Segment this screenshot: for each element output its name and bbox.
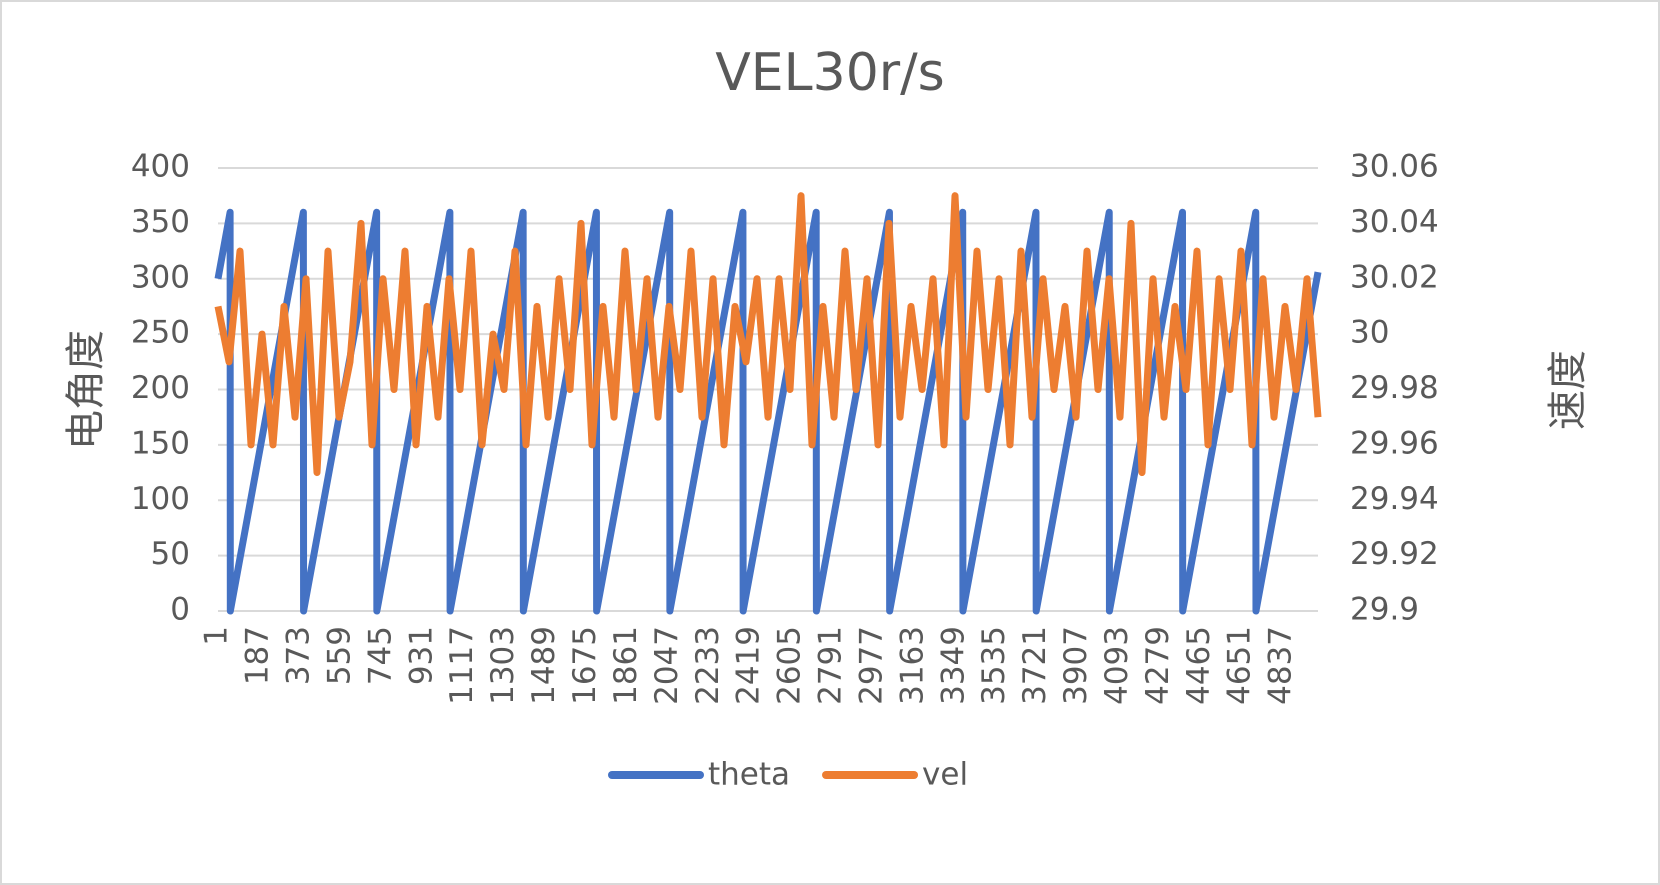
x-tick-label: 2419	[731, 626, 767, 705]
x-tick-label: 1489	[526, 626, 562, 705]
x-tick-label: 745	[362, 626, 398, 685]
x-tick-label: 3907	[1058, 626, 1094, 705]
y-tick-label: 200	[131, 370, 190, 406]
x-tick-label: 559	[321, 626, 357, 685]
x-tick-label: 187	[240, 626, 276, 685]
y-tick-label: 100	[131, 481, 190, 517]
y2-tick-label: 30.02	[1350, 259, 1439, 295]
y2-tick-label: 29.9	[1350, 592, 1419, 628]
x-tick-label: 4465	[1181, 626, 1217, 705]
y-axis-title: 电角度	[63, 330, 109, 450]
chart-title: VEL30r/s	[715, 43, 945, 103]
x-tick-label: 1675	[567, 626, 603, 705]
x-tick-label: 2047	[649, 626, 685, 705]
y2-tick-label: 30	[1350, 315, 1389, 351]
y-tick-label: 150	[131, 425, 190, 461]
x-tick-label: 4651	[1222, 626, 1258, 705]
x-tick-label: 1117	[444, 626, 480, 705]
y2-tick-label: 29.94	[1350, 481, 1439, 517]
y2-tick-label: 29.96	[1350, 425, 1439, 461]
x-tick-label: 2233	[690, 626, 726, 705]
x-tick-label: 3163	[894, 626, 930, 705]
x-tick-label: 1303	[485, 626, 521, 705]
legend-label: theta	[708, 757, 790, 793]
x-tick-label: 373	[281, 626, 317, 685]
x-tick-label: 2605	[772, 626, 808, 705]
x-tick-label: 3349	[935, 626, 971, 705]
legend-label: vel	[922, 757, 968, 793]
y-tick-label: 50	[151, 536, 190, 572]
x-tick-label: 2977	[853, 626, 889, 705]
y2-tick-label: 29.92	[1350, 536, 1439, 572]
x-tick-label: 4093	[1099, 626, 1135, 705]
x-tick-label: 4837	[1263, 626, 1299, 705]
line-series	[214, 192, 1322, 477]
y-tick-label: 400	[131, 149, 190, 185]
y2-tick-label: 29.98	[1350, 370, 1439, 406]
x-tick-label: 4279	[1140, 626, 1176, 705]
y-tick-label: 0	[170, 592, 190, 628]
x-tick-label: 1	[199, 626, 235, 646]
x-tick-label: 1861	[608, 626, 644, 705]
y2-tick-label: 30.06	[1350, 149, 1439, 185]
y-tick-label: 350	[131, 204, 190, 240]
y-tick-label: 300	[131, 259, 190, 295]
y2-axis-title: 速度	[1545, 350, 1591, 430]
x-tick-label: 2791	[813, 626, 849, 705]
x-tick-label: 3721	[1017, 626, 1053, 705]
x-tick-label: 931	[403, 626, 439, 685]
y-tick-label: 250	[131, 315, 190, 351]
line-series	[214, 208, 1322, 615]
x-tick-label: 3535	[976, 626, 1012, 705]
y2-tick-label: 30.04	[1350, 204, 1439, 240]
